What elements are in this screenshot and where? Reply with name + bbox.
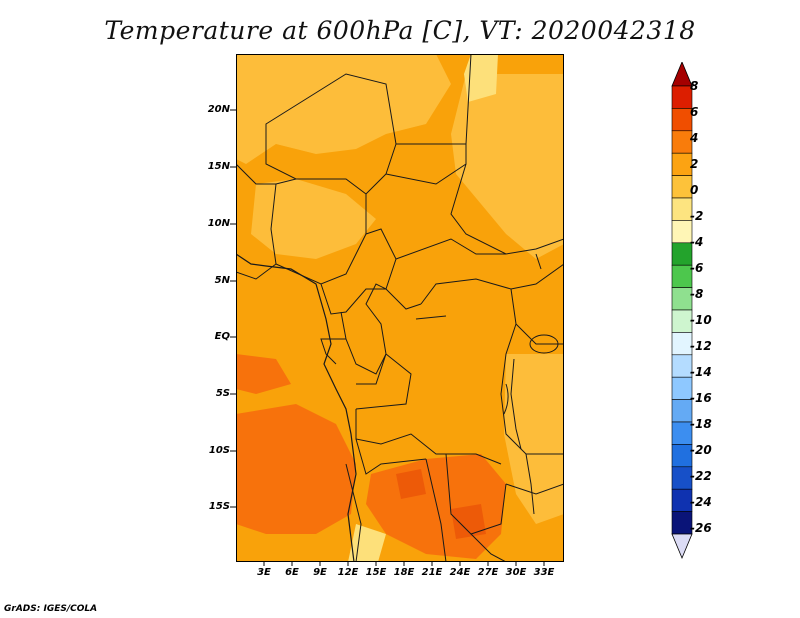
field-east-patch (504, 354, 564, 524)
cb-label-0: 0 (690, 183, 699, 197)
colorbar-cell (671, 332, 693, 356)
x-label-12e: 12E (337, 567, 359, 578)
x-label-30e: 30E (505, 567, 527, 578)
cb-label-6: 6 (690, 105, 699, 119)
field-northeast-patch (451, 74, 564, 259)
x-label-3e: 3E (257, 567, 271, 578)
colorbar-cell (671, 421, 693, 445)
colorbar-cell (671, 175, 693, 199)
cb-label-m26: -26 (690, 521, 712, 535)
y-label-10n: 10N (207, 218, 230, 229)
colorbar-cell (671, 108, 693, 132)
cb-label-m18: -18 (690, 417, 712, 431)
field-sahel-patch (251, 179, 376, 259)
colorbar-bottom-triangle (671, 533, 693, 560)
y-label-eq: EQ (214, 331, 230, 342)
field-warm-southwest (236, 404, 356, 534)
colorbar-cell (671, 220, 693, 244)
x-axis-ticks (263, 561, 545, 566)
x-label-15e: 15E (365, 567, 387, 578)
y-axis-ticks (230, 109, 236, 508)
colorbar-cell (671, 511, 693, 535)
colorbar-cell (671, 354, 693, 378)
map-frame (236, 54, 564, 562)
y-label-10s: 10S (208, 445, 230, 456)
colorbar-cell (671, 152, 693, 176)
x-label-6e: 6E (285, 567, 299, 578)
cb-label-2: 2 (690, 157, 699, 171)
colorbar-cell (671, 85, 693, 109)
colorbar-cell (671, 130, 693, 154)
colorbar-cell (671, 264, 693, 288)
chart-title: Temperature at 600hPa [C], VT: 202004231… (104, 16, 696, 45)
cb-label-4: 4 (690, 131, 699, 145)
country-borders (236, 54, 564, 562)
cb-label-8: 8 (690, 79, 699, 93)
colorbar-cell (671, 287, 693, 311)
cb-label-m12: -12 (690, 339, 712, 353)
colorbar (671, 62, 693, 560)
field-warm-spot-2 (451, 504, 486, 539)
y-label-5n: 5N (214, 275, 230, 286)
colorbar-cell (671, 376, 693, 400)
field-warm-spot (396, 469, 426, 499)
cb-label-m24: -24 (690, 495, 712, 509)
y-label-5s: 5S (215, 388, 230, 399)
x-label-9e: 9E (313, 567, 327, 578)
colorbar-top-triangle (671, 62, 693, 87)
field-north-patch (236, 54, 451, 164)
y-label-20n: 20N (207, 104, 230, 115)
cb-label-m6: -6 (690, 261, 704, 275)
x-label-27e: 27E (477, 567, 499, 578)
field-cool-patch-1 (464, 54, 498, 102)
cb-label-m8: -8 (690, 287, 704, 301)
cb-label-m10: -10 (690, 313, 712, 327)
x-label-33e: 33E (533, 567, 555, 578)
colorbar-cell (671, 466, 693, 490)
y-label-15s: 15S (208, 501, 230, 512)
cb-label-m14: -14 (690, 365, 712, 379)
colorbar-cell (671, 197, 693, 221)
colorbar-cell (671, 242, 693, 266)
cb-label-m4: -4 (690, 235, 704, 249)
cb-label-m20: -20 (690, 443, 712, 457)
y-label-15n: 15N (207, 161, 230, 172)
x-label-24e: 24E (449, 567, 471, 578)
temperature-map (236, 54, 564, 562)
x-label-21e: 21E (421, 567, 443, 578)
coastline (236, 253, 357, 562)
grads-credit: GrADS: IGES/COLA (4, 604, 98, 614)
field-warm-west-strip (236, 354, 291, 394)
colorbar-cell (671, 309, 693, 333)
cb-label-m2: -2 (690, 209, 704, 223)
colorbar-cell (671, 444, 693, 468)
colorbar-cell (671, 399, 693, 423)
lakes (415, 253, 559, 515)
colorbar-cell (671, 488, 693, 512)
x-label-18e: 18E (393, 567, 415, 578)
cb-label-m22: -22 (690, 469, 712, 483)
cb-label-m16: -16 (690, 391, 712, 405)
